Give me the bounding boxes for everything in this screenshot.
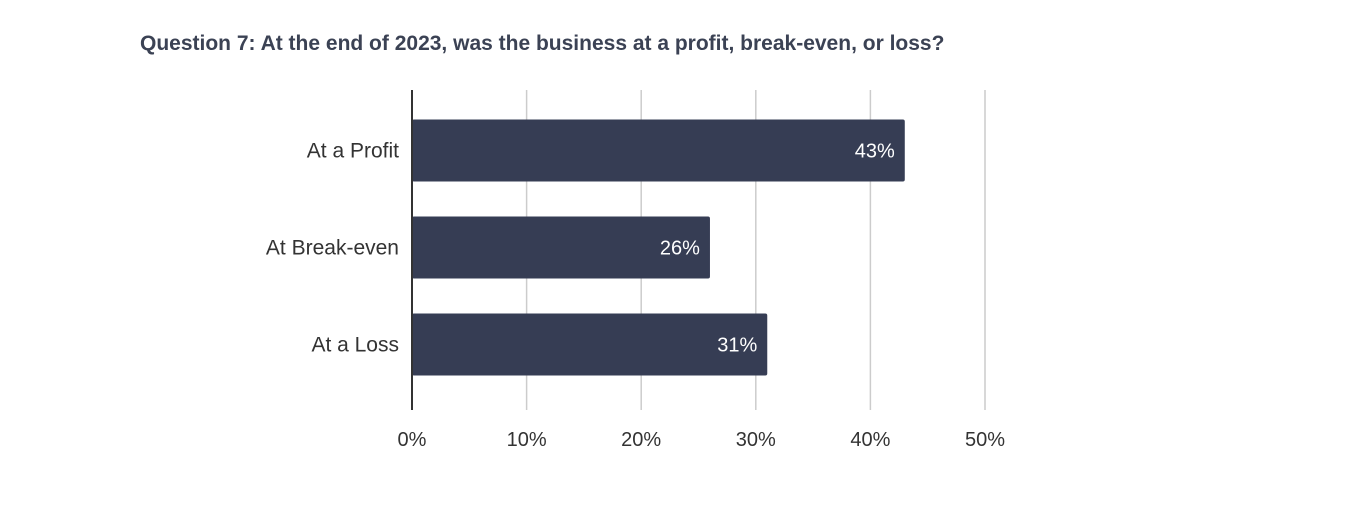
bar (412, 119, 905, 182)
category-label: At a Loss (311, 334, 399, 357)
data-label: 43% (855, 141, 895, 163)
x-tick-label: 40% (850, 429, 890, 451)
labels: 0% 10% 20% 30% 40% 50% At a Profit 43% At Break-… (266, 140, 1005, 452)
category-label: At Break-even (266, 237, 399, 260)
bar (412, 216, 710, 279)
data-label: 31% (717, 335, 757, 357)
x-tick-label: 20% (621, 429, 661, 451)
category-label: At a Profit (307, 140, 399, 163)
x-tick-label: 50% (965, 429, 1005, 451)
bars (412, 119, 905, 376)
x-tick-label: 30% (736, 429, 776, 451)
x-tick-label: 0% (398, 429, 427, 451)
data-label: 26% (660, 238, 700, 260)
chart-title: Question 7: At the end of 2023, was the … (140, 32, 945, 55)
bar (412, 313, 768, 376)
x-tick-label: 10% (507, 429, 547, 451)
